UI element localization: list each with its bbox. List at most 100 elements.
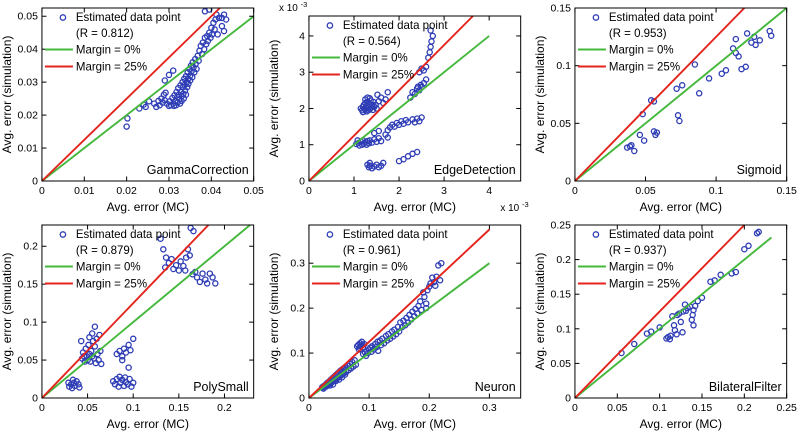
data-point <box>431 282 439 289</box>
legend-point-label: Estimated data point <box>343 20 448 32</box>
data-point <box>427 38 435 45</box>
subplot-edge-detection: 0 1 2 3 4 0 1 2 3 4 Avg. error (MC) Avg. error (sim… <box>267 0 534 217</box>
data-point <box>631 147 638 155</box>
data-point <box>373 91 381 98</box>
benchmark-name-label: Neuron <box>474 380 515 394</box>
x-tick-label: 3 <box>441 186 447 197</box>
x-tick-label: 0.05 <box>77 403 98 414</box>
subplot-gamma-correction: 0 0.01 0.02 0.03 0.04 0.05 0 0.01 0.02 0.03 0.04 0.… <box>0 0 267 217</box>
x-exponent-label: x 10 -3 <box>500 200 528 214</box>
data-point <box>366 159 373 167</box>
data-point <box>675 112 682 119</box>
axis-tick-labels: 0 0.05 0.1 0.15 0 0.05 0.1 0.15 <box>551 3 797 197</box>
x-axis-label: Avg. error (MC) <box>373 200 455 214</box>
data-point <box>673 331 681 338</box>
data-point <box>732 268 740 276</box>
y-tick-label: 0.1 <box>23 318 38 329</box>
x-tick-label: 0 <box>39 186 45 197</box>
margin25-line <box>307 228 490 399</box>
data-point <box>676 117 683 125</box>
axis-ticks <box>308 16 521 182</box>
data-point <box>222 16 230 23</box>
data-point <box>69 376 77 384</box>
x-tick-label: 0 <box>572 403 578 414</box>
legend-point-marker <box>326 231 333 238</box>
data-point <box>172 261 180 269</box>
data-point <box>741 245 748 253</box>
benchmark-name-label: GammaCorrection <box>147 163 249 177</box>
y-tick-label: 0.2 <box>557 255 572 266</box>
y-tick-label: 0 <box>32 393 38 404</box>
data-point <box>418 114 425 121</box>
data-point <box>175 267 183 274</box>
data-point <box>631 340 638 348</box>
data-point <box>413 148 421 156</box>
y-tick-label: 0 <box>32 176 38 187</box>
data-point <box>129 379 137 387</box>
margin25-line <box>41 224 210 399</box>
legend-margin0-label: Margin = 0% <box>76 44 141 56</box>
data-point <box>129 335 137 343</box>
x-axis-label: Avg. error (MC) <box>373 417 455 431</box>
data-point <box>212 280 219 287</box>
legend-margin25-label: Margin = 25% <box>609 61 680 73</box>
axis-tick-labels: 0 0.05 0.1 0.15 0.2 0 0.05 0.1 0.15 0.2 <box>18 242 232 414</box>
data-point <box>745 242 753 250</box>
y-tick-label: 0.25 <box>551 220 572 231</box>
y-tick-label: 0.05 <box>18 356 39 367</box>
legend-r-value: (R = 0.937) <box>609 245 667 257</box>
y-tick-label: 0.2 <box>290 304 305 315</box>
margin0-line <box>308 262 490 399</box>
y-tick-label: 0.15 <box>551 290 572 301</box>
data-point <box>160 246 167 253</box>
benchmark-name-label: Sigmoid <box>737 163 782 177</box>
sigmoid-chart: 0 0.05 0.1 0.15 0 0.05 0.1 0.15 Avg. error (MC) A… <box>533 3 797 214</box>
x-tick-label: 4 <box>486 186 492 197</box>
y-tick-label: 3 <box>299 68 305 79</box>
data-point <box>91 323 99 330</box>
margin0-line <box>308 35 490 182</box>
data-point <box>677 318 685 326</box>
data-point <box>437 259 445 267</box>
legend-margin0-label: Margin = 0% <box>343 261 408 273</box>
y-tick-label: 0.2 <box>23 242 38 253</box>
y-tick-label: 0.15 <box>551 3 572 14</box>
data-point <box>667 332 675 339</box>
legend: Estimated data point (R = 0.937) Margin = … <box>578 229 715 291</box>
data-point <box>365 140 372 147</box>
data-point <box>123 123 130 130</box>
x-tick-label: 0.2 <box>422 403 437 414</box>
x-tick-label: 0 <box>306 403 312 414</box>
data-point <box>653 129 661 136</box>
data-point <box>209 274 216 281</box>
data-point <box>203 280 211 287</box>
y-axis-label: Avg. error (simulation) <box>0 36 14 154</box>
data-point <box>183 83 191 91</box>
data-point <box>214 31 221 38</box>
data-point <box>153 103 160 111</box>
y-axis-label: Avg. error (simulation) <box>0 253 14 371</box>
x-tick-label: 0.1 <box>361 403 376 414</box>
data-point <box>190 227 197 235</box>
x-axis-label: Avg. error (MC) <box>107 417 189 431</box>
gamma-correction-chart: 0 0.01 0.02 0.03 0.04 0.05 0 0.01 0.02 0.03 0.04 0.… <box>0 7 264 214</box>
x-tick-label: 0.2 <box>217 403 232 414</box>
axis-ticks <box>41 225 254 399</box>
data-point <box>196 278 204 286</box>
y-tick-label: 4 <box>299 31 305 42</box>
plot-frame <box>308 224 521 399</box>
data-point <box>628 141 635 149</box>
y-tick-label: 0.03 <box>18 78 39 89</box>
margin25-line <box>574 7 746 182</box>
y-tick-label: 1 <box>299 140 305 151</box>
y-axis-label: Avg. error (simulation) <box>533 253 547 371</box>
legend: Estimated data point (R = 0.961) Margin = … <box>311 229 448 291</box>
y-tick-label: 2 <box>299 104 305 115</box>
data-point <box>169 67 177 74</box>
subplot-neuron: 0 0.1 0.2 0.3 0 0.1 0.2 0.3 Avg. error (MC) Avg. … <box>267 217 534 434</box>
data-point <box>75 381 82 388</box>
data-point <box>427 27 434 34</box>
data-point <box>692 302 699 310</box>
data-point <box>420 293 428 301</box>
